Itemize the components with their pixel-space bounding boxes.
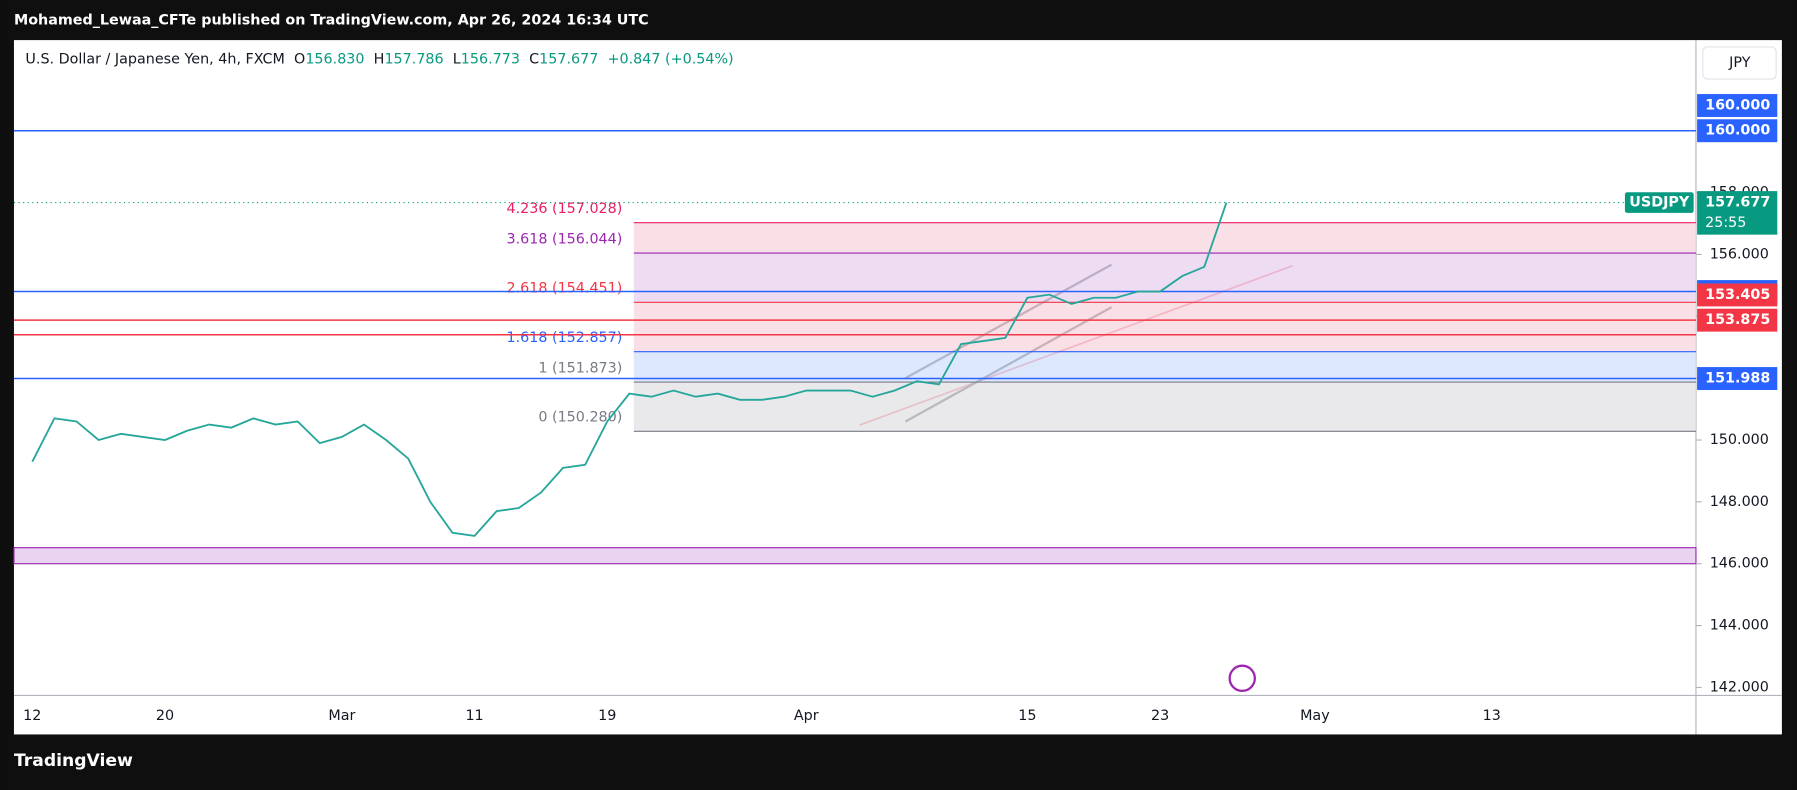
level-tag [1697, 283, 1778, 307]
fib-zone [633, 382, 1696, 432]
legend-item: 156.773 [461, 52, 520, 68]
legend-item: 156.830 [305, 52, 364, 68]
event-icon[interactable] [1228, 664, 1256, 693]
legend-item: 157.677 [539, 52, 598, 68]
fib-label: 3.618 (156.044) [506, 231, 622, 247]
level-label: 153.875 [1705, 312, 1770, 328]
legend-key: H [374, 52, 385, 68]
legend-key: O [294, 52, 305, 68]
x-tick-label: Apr [794, 708, 819, 724]
legend-item: +0.847 (+0.54%) [608, 52, 734, 68]
x-tick-label: 23 [1151, 708, 1169, 724]
fib-label: 0 (150.280) [538, 410, 622, 426]
fib-zone [633, 302, 1696, 352]
level-tag [1697, 94, 1778, 117]
fib-label: 1 (151.873) [538, 360, 622, 376]
legend-item: U.S. Dollar / Japanese Yen, 4h, FXCM [25, 52, 284, 68]
x-tick-label: 20 [156, 708, 174, 724]
y-tick-label: 142.000 [1710, 679, 1769, 695]
price-line [31, 202, 1228, 537]
y-tick-label: 156.000 [1710, 246, 1769, 262]
legend: U.S. Dollar / Japanese Yen, 4h, FXCM O156… [25, 52, 733, 68]
y-tick-label: 144.000 [1710, 618, 1769, 634]
fib-label: 1.618 (152.857) [506, 330, 622, 346]
x-tick-label: 11 [465, 708, 483, 724]
fib-zone [633, 351, 1696, 383]
legend-item: 157.786 [384, 52, 443, 68]
x-tick-label: 19 [598, 708, 616, 724]
currency: JPY [1728, 55, 1751, 71]
level-tag [1697, 367, 1778, 390]
y-tick-label: 148.000 [1710, 494, 1769, 510]
x-tick-label: 12 [23, 708, 41, 724]
x-tick-label: Mar [328, 708, 355, 724]
zone [13, 547, 1697, 565]
x-tick-label: 15 [1018, 708, 1036, 724]
legend-key: C [529, 52, 539, 68]
publisher: Mohamed_Lewaa_CFTe published on TradingV… [14, 13, 649, 29]
last-price-tag [1697, 191, 1778, 235]
currency-button[interactable] [1702, 46, 1777, 80]
fib-zone [633, 222, 1696, 254]
x-tick-label: 13 [1483, 708, 1501, 724]
level-label: 153.405 [1705, 287, 1770, 303]
symbol: USDJPY [1629, 195, 1690, 211]
fib-zone [633, 253, 1696, 303]
brand: TradingView [14, 751, 133, 771]
x-tick-label: May [1300, 708, 1330, 724]
fib-label: 2.618 (154.451) [506, 281, 622, 297]
level-tag [1697, 119, 1778, 143]
countdown: 25:55 [1705, 215, 1746, 231]
y-tick-label: 150.000 [1710, 432, 1769, 448]
level-label: 160.000 [1705, 123, 1770, 139]
legend-key: L [453, 52, 461, 68]
y-tick-label: 146.000 [1710, 556, 1769, 572]
level-label: 160.000 [1705, 98, 1770, 114]
symbol-tag [1624, 192, 1694, 213]
fib-label: 4.236 (157.028) [506, 201, 622, 217]
last-price: 157.677 [1705, 195, 1770, 211]
level-label: 151.988 [1705, 371, 1770, 387]
level-tag [1697, 308, 1778, 332]
